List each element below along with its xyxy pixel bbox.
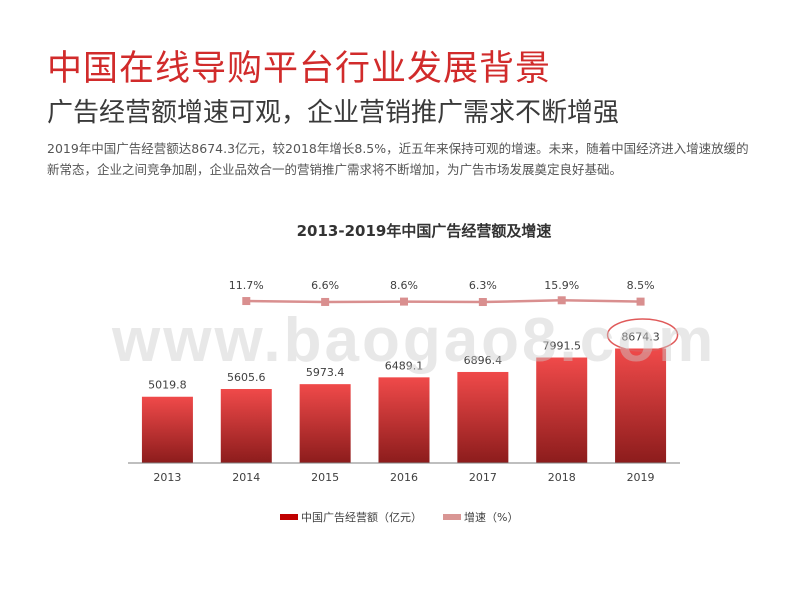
growth-value-label: 8.5% [627, 279, 655, 292]
growth-line-layer: 11.7% 6.6% 8.6% 6.3% 15.9% 8.5% [229, 279, 679, 352]
page-body-text: 2019年中国广告经营额达8674.3亿元，较2018年增长8.5%，近五年来保… [47, 141, 749, 177]
growth-point [321, 297, 330, 306]
growth-point [557, 296, 566, 305]
bar-value-label: 5605.6 [227, 371, 266, 384]
growth-line [246, 299, 641, 304]
growth-value-label: 6.6% [311, 279, 339, 292]
x-tick-label: 2014 [232, 471, 260, 484]
x-tick-label: 2016 [390, 471, 418, 484]
bar-2013 [141, 396, 193, 463]
x-tick-label: 2013 [153, 471, 181, 484]
legend-bar-swatch [280, 514, 298, 520]
bar-value-label: 7991.5 [542, 340, 581, 353]
growth-point [636, 297, 645, 306]
chart-title: 2013-2019年中国广告经营额及增速 [297, 222, 552, 240]
bars-layer: 5019.8 5605.6 5973.4 6489.1 6896.4 7991.5 8674… [141, 330, 667, 463]
bar-2017 [457, 371, 509, 463]
growth-value-label: 6.3% [469, 279, 497, 292]
bar-2014 [220, 389, 272, 463]
x-tick-label: 2017 [469, 471, 497, 484]
x-tick-label: 2015 [311, 471, 339, 484]
bar-value-label: 5019.8 [148, 379, 187, 392]
bar-value-label: 8674.3 [621, 330, 660, 343]
bar-2016 [378, 377, 430, 463]
highlight-ellipse [606, 318, 679, 352]
growth-value-label: 15.9% [544, 279, 579, 292]
bar-value-label: 6896.4 [464, 354, 503, 367]
x-tick-label: 2019 [627, 471, 655, 484]
growth-point [478, 298, 487, 307]
page-title: 中国在线导购平台行业发展背景 [47, 49, 552, 89]
bar-2018 [536, 357, 588, 463]
growth-value-label: 8.6% [390, 279, 418, 292]
page-subtitle: 广告经营额增速可观，企业营销推广需求不断增强 [47, 98, 620, 128]
legend-line-label: 增速（%） [464, 510, 518, 524]
x-tick-label: 2018 [548, 471, 576, 484]
growth-value-label: 11.7% [229, 279, 264, 292]
bar-2015 [299, 384, 351, 463]
bar-value-label: 5973.4 [306, 366, 345, 379]
growth-point [400, 297, 408, 306]
legend-bar-label: 中国广告经营额（亿元） [301, 510, 422, 524]
growth-point [242, 297, 251, 306]
bar-value-label: 6489.1 [385, 359, 424, 372]
legend-line-swatch [443, 514, 461, 520]
chart-legend: 中国广告经营额（亿元） 增速（%） [280, 510, 518, 524]
bar-2019 [615, 348, 667, 463]
x-tick-labels: 2013 2014 2015 2016 2017 2018 2019 [153, 471, 654, 484]
